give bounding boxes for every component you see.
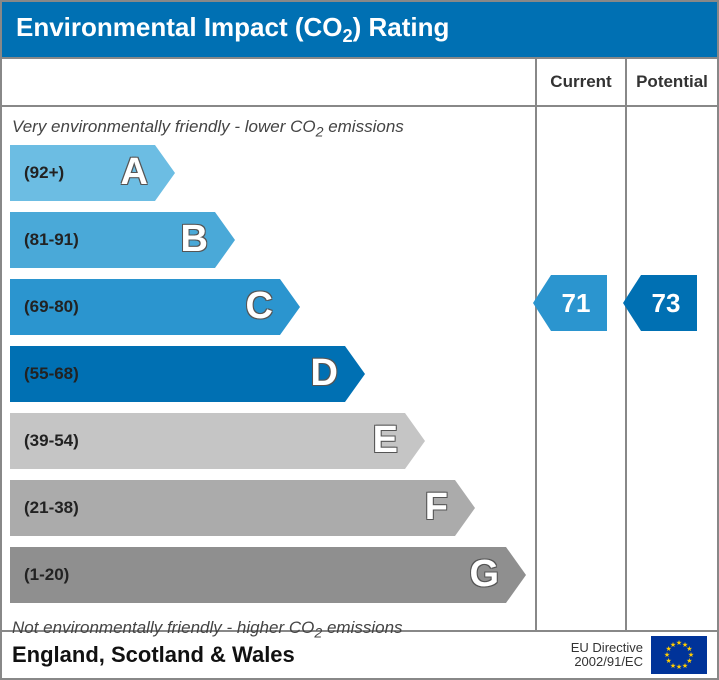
band-row-g: (1-20) G [2, 547, 535, 608]
band-range: (1-20) [24, 547, 69, 603]
potential-header: Potential [627, 59, 717, 107]
band-row-b: (81-91) B [2, 212, 535, 273]
rating-value: 71 [550, 288, 591, 319]
band-range: (21-38) [24, 480, 79, 536]
chart-body: Very environmentally friendly - lower CO… [0, 57, 719, 632]
bands-header-empty [2, 59, 535, 107]
band-bar: (55-68) D [10, 346, 365, 402]
band-row-f: (21-38) F [2, 480, 535, 541]
directive-line1: EU Directive [571, 641, 643, 655]
band-bar: (92+) A [10, 145, 175, 201]
band-letter: C [246, 279, 274, 335]
rating-value: 73 [640, 288, 681, 319]
band-bar: (69-80) C [10, 279, 300, 335]
band-row-c: (69-80) C [2, 279, 535, 340]
band-letter: B [181, 212, 209, 268]
band-row-d: (55-68) D [2, 346, 535, 407]
current-rating-area: 71 [537, 107, 625, 630]
band-letter: E [373, 413, 399, 469]
title-bar: Environmental Impact (CO2) Rating [0, 0, 719, 57]
band-row-a: (92+) A [2, 145, 535, 206]
current-header: Current [537, 59, 625, 107]
band-bar: (81-91) B [10, 212, 235, 268]
band-letter: G [469, 547, 500, 603]
note-top: Very environmentally friendly - lower CO… [2, 113, 535, 144]
band-row-e: (39-54) E [2, 413, 535, 474]
band-range: (55-68) [24, 346, 79, 402]
band-bar: (21-38) F [10, 480, 475, 536]
bands-container: (92+) A (81-91) B (69-80) C (55-68) D (39-54… [2, 145, 535, 608]
chart-title: Environmental Impact (CO2) Rating [16, 12, 449, 42]
band-bar: (1-20) G [10, 547, 526, 603]
bands-column: Very environmentally friendly - lower CO… [2, 59, 537, 630]
potential-rating-area: 73 [627, 107, 717, 630]
rating-arrow: 73 [623, 275, 697, 331]
chart-area: Very environmentally friendly - lower CO… [2, 107, 535, 651]
band-range: (69-80) [24, 279, 79, 335]
band-letter: A [121, 145, 149, 201]
band-range: (81-91) [24, 212, 79, 268]
current-column: Current 71 [537, 59, 627, 630]
band-bar: (39-54) E [10, 413, 425, 469]
footer-directive: EU Directive 2002/91/EC [571, 641, 643, 670]
band-range: (39-54) [24, 413, 79, 469]
note-bottom: Not environmentally friendly - higher CO… [2, 614, 535, 645]
rating-arrow: 71 [533, 275, 607, 331]
potential-column: Potential 73 [627, 59, 717, 630]
eu-flag-icon: ★★★★★★★★★★★★ [651, 636, 707, 674]
band-letter: F [425, 480, 449, 536]
band-range: (92+) [24, 145, 64, 201]
band-letter: D [311, 346, 339, 402]
directive-line2: 2002/91/EC [571, 655, 643, 669]
